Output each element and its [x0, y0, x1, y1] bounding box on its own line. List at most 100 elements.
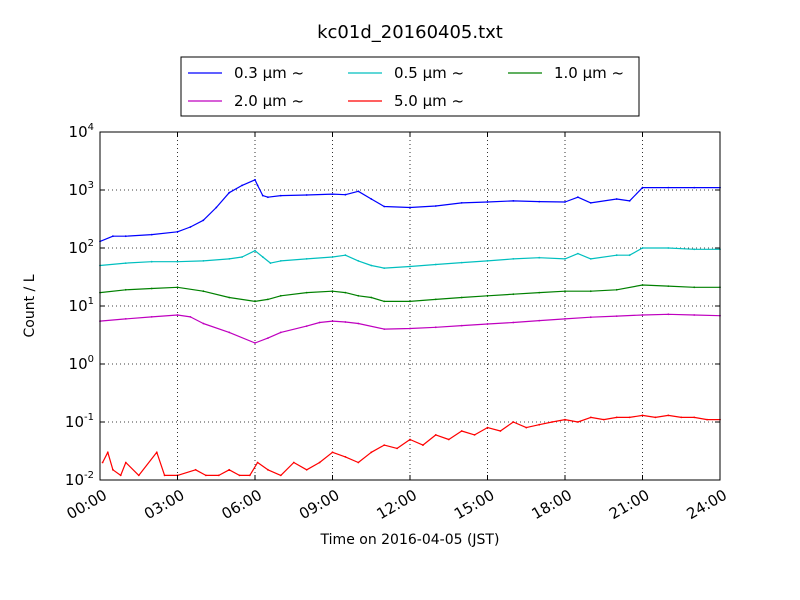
series-line — [99, 179, 720, 242]
data-point — [101, 461, 104, 464]
y-tick-label: 103 — [69, 180, 94, 199]
data-point — [248, 474, 251, 477]
data-point — [344, 456, 347, 458]
data-point — [189, 316, 192, 318]
y-tick-label: 100 — [69, 354, 94, 373]
data-point — [292, 461, 295, 464]
data-point — [256, 461, 259, 464]
data-point — [564, 290, 566, 293]
data-point — [628, 254, 631, 257]
data-point — [409, 265, 411, 268]
grid-lines — [100, 132, 720, 480]
data-point — [383, 444, 386, 446]
x-tick-label: 12:00 — [374, 486, 420, 523]
data-point — [460, 202, 463, 204]
data-point — [525, 426, 528, 429]
series-lines — [99, 178, 721, 477]
data-point — [267, 196, 269, 199]
data-point — [409, 300, 411, 303]
data-point — [460, 261, 463, 264]
data-point — [589, 416, 592, 419]
data-point — [357, 294, 360, 297]
data-point — [254, 178, 256, 181]
data-point — [577, 421, 579, 423]
data-point — [370, 198, 373, 200]
data-point — [589, 316, 592, 319]
data-point — [228, 468, 231, 471]
data-point — [409, 438, 411, 441]
data-point — [447, 438, 450, 441]
data-point — [344, 254, 347, 257]
data-point — [434, 263, 437, 266]
data-point — [357, 190, 360, 193]
series-line — [99, 284, 720, 302]
data-point — [279, 194, 282, 197]
data-point — [615, 198, 618, 200]
data-point — [615, 254, 618, 257]
data-point — [318, 461, 321, 464]
data-point — [615, 416, 618, 419]
data-point — [486, 426, 489, 429]
x-tick-label: 06:00 — [219, 486, 265, 523]
data-point — [460, 296, 463, 299]
data-point — [654, 416, 657, 419]
data-point — [680, 416, 683, 419]
data-point — [176, 286, 179, 289]
data-point — [538, 319, 541, 322]
data-point — [434, 298, 437, 301]
y-tick-label: 104 — [69, 122, 94, 141]
y-tick-label: 10-1 — [65, 412, 94, 431]
series-line — [99, 247, 720, 269]
data-point — [667, 186, 670, 189]
data-point — [564, 201, 566, 203]
data-point — [228, 296, 231, 299]
data-point — [370, 451, 373, 454]
data-point — [564, 258, 566, 260]
data-point — [279, 474, 282, 477]
data-point — [176, 314, 179, 316]
x-axis-label: Time on 2016-04-05 (JST) — [320, 532, 500, 548]
data-point — [261, 256, 264, 258]
legend-entry: 0.5 μm ~ — [394, 64, 464, 82]
data-point — [615, 288, 618, 291]
data-point — [150, 233, 153, 236]
data-point — [124, 235, 127, 238]
legend-entry: 5.0 μm ~ — [394, 92, 464, 110]
data-point — [512, 321, 515, 324]
data-point — [460, 430, 463, 432]
data-point — [254, 342, 256, 344]
data-point — [150, 260, 153, 263]
data-point — [112, 235, 114, 238]
data-point — [370, 264, 373, 267]
data-point — [261, 194, 264, 197]
data-point — [202, 322, 205, 325]
data-point — [331, 451, 334, 454]
y-tick-label: 101 — [69, 296, 94, 315]
data-point — [589, 202, 592, 204]
data-point — [538, 256, 541, 259]
data-point — [512, 200, 515, 202]
data-point — [254, 249, 256, 252]
data-point — [176, 260, 179, 263]
data-point — [667, 414, 670, 417]
data-point — [589, 290, 592, 293]
data-point — [564, 418, 566, 421]
data-point — [124, 318, 127, 320]
data-point — [551, 421, 553, 423]
data-point — [254, 300, 256, 303]
data-point — [241, 184, 244, 187]
data-point — [238, 474, 241, 477]
data-point — [119, 474, 122, 477]
y-axis-label: Count / L — [22, 274, 38, 337]
data-point — [331, 193, 334, 196]
x-tick-label: 09:00 — [296, 486, 342, 523]
data-point — [305, 194, 308, 196]
data-point — [215, 206, 218, 209]
data-point — [202, 290, 205, 293]
data-point — [409, 206, 411, 209]
data-point — [267, 298, 269, 301]
axis-ticks — [99, 131, 721, 481]
data-point — [331, 290, 334, 293]
x-tick-label: 00:00 — [64, 486, 110, 523]
data-point — [267, 337, 269, 339]
